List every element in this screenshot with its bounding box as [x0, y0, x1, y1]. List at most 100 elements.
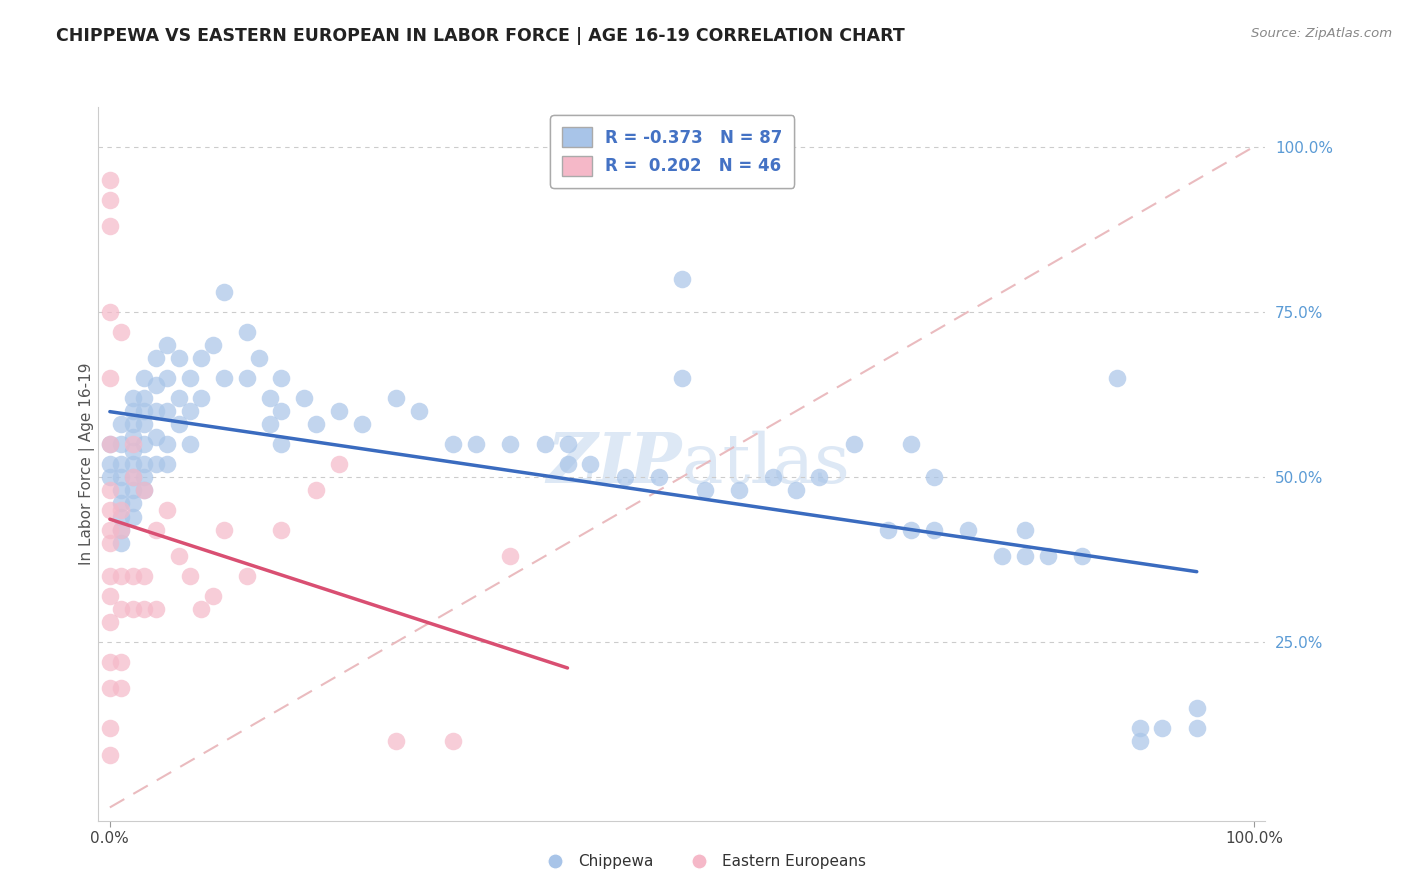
Point [110, 602, 132, 616]
Point [956, 523, 979, 537]
Point [98, 457, 121, 471]
Point [98, 503, 121, 517]
Point [557, 457, 579, 471]
Point [900, 437, 922, 451]
Point [98, 193, 121, 207]
Point [1071, 549, 1094, 564]
Point [922, 523, 945, 537]
Point [728, 483, 751, 498]
Point [385, 734, 408, 748]
Point [190, 351, 212, 365]
Point [214, 371, 236, 385]
Point [762, 470, 785, 484]
Point [134, 457, 156, 471]
Point [110, 325, 132, 339]
Point [145, 523, 167, 537]
Text: atlas: atlas [682, 431, 851, 497]
Point [134, 404, 156, 418]
Point [156, 503, 179, 517]
Point [328, 404, 350, 418]
Point [179, 404, 201, 418]
Point [270, 371, 292, 385]
Point [156, 371, 179, 385]
Point [98, 536, 121, 550]
Point [214, 285, 236, 299]
Point [201, 338, 224, 352]
Point [121, 470, 143, 484]
Text: CHIPPEWA VS EASTERN EUROPEAN IN LABOR FORCE | AGE 16-19 CORRELATION CHART: CHIPPEWA VS EASTERN EUROPEAN IN LABOR FO… [56, 27, 905, 45]
Point [121, 437, 143, 451]
Point [110, 457, 132, 471]
Point [134, 483, 156, 498]
Point [305, 417, 328, 432]
Point [1014, 523, 1036, 537]
Point [134, 391, 156, 405]
Point [1152, 721, 1174, 735]
Point [900, 523, 922, 537]
Point [156, 437, 179, 451]
Point [110, 509, 132, 524]
Point [236, 569, 259, 583]
Point [533, 437, 555, 451]
Point [179, 371, 201, 385]
Point [110, 437, 132, 451]
Point [98, 470, 121, 484]
Point [693, 483, 716, 498]
Point [98, 747, 121, 762]
Text: ZIP: ZIP [547, 430, 682, 498]
Point [110, 470, 132, 484]
Point [922, 470, 945, 484]
Point [259, 417, 281, 432]
Point [98, 437, 121, 451]
Point [270, 404, 292, 418]
Point [98, 305, 121, 319]
Point [292, 391, 315, 405]
Point [110, 523, 132, 537]
Point [98, 721, 121, 735]
Point [214, 523, 236, 537]
Point [1036, 549, 1059, 564]
Point [145, 351, 167, 365]
Point [121, 457, 143, 471]
Point [98, 371, 121, 385]
Point [842, 437, 865, 451]
Point [671, 272, 693, 286]
Point [121, 602, 143, 616]
Point [134, 417, 156, 432]
Point [98, 172, 121, 186]
Point [259, 391, 281, 405]
Y-axis label: In Labor Force | Age 16-19: In Labor Force | Age 16-19 [79, 362, 96, 566]
Point [499, 437, 522, 451]
Point [1105, 371, 1128, 385]
Point [121, 483, 143, 498]
Point [110, 523, 132, 537]
Point [121, 496, 143, 510]
Point [145, 377, 167, 392]
Point [991, 549, 1014, 564]
Point [98, 219, 121, 233]
Point [1014, 549, 1036, 564]
Point [134, 602, 156, 616]
Point [134, 470, 156, 484]
Point [121, 509, 143, 524]
Point [110, 681, 132, 696]
Point [121, 417, 143, 432]
Point [408, 404, 430, 418]
Point [247, 351, 270, 365]
Point [236, 371, 259, 385]
Point [134, 569, 156, 583]
Legend: Chippewa, Eastern Europeans: Chippewa, Eastern Europeans [534, 848, 872, 875]
Point [1185, 721, 1208, 735]
Point [156, 457, 179, 471]
Point [499, 549, 522, 564]
Point [785, 483, 807, 498]
Point [179, 437, 201, 451]
Point [145, 430, 167, 444]
Point [167, 351, 190, 365]
Point [134, 371, 156, 385]
Point [121, 430, 143, 444]
Point [98, 615, 121, 630]
Point [190, 602, 212, 616]
Point [98, 483, 121, 498]
Point [98, 523, 121, 537]
